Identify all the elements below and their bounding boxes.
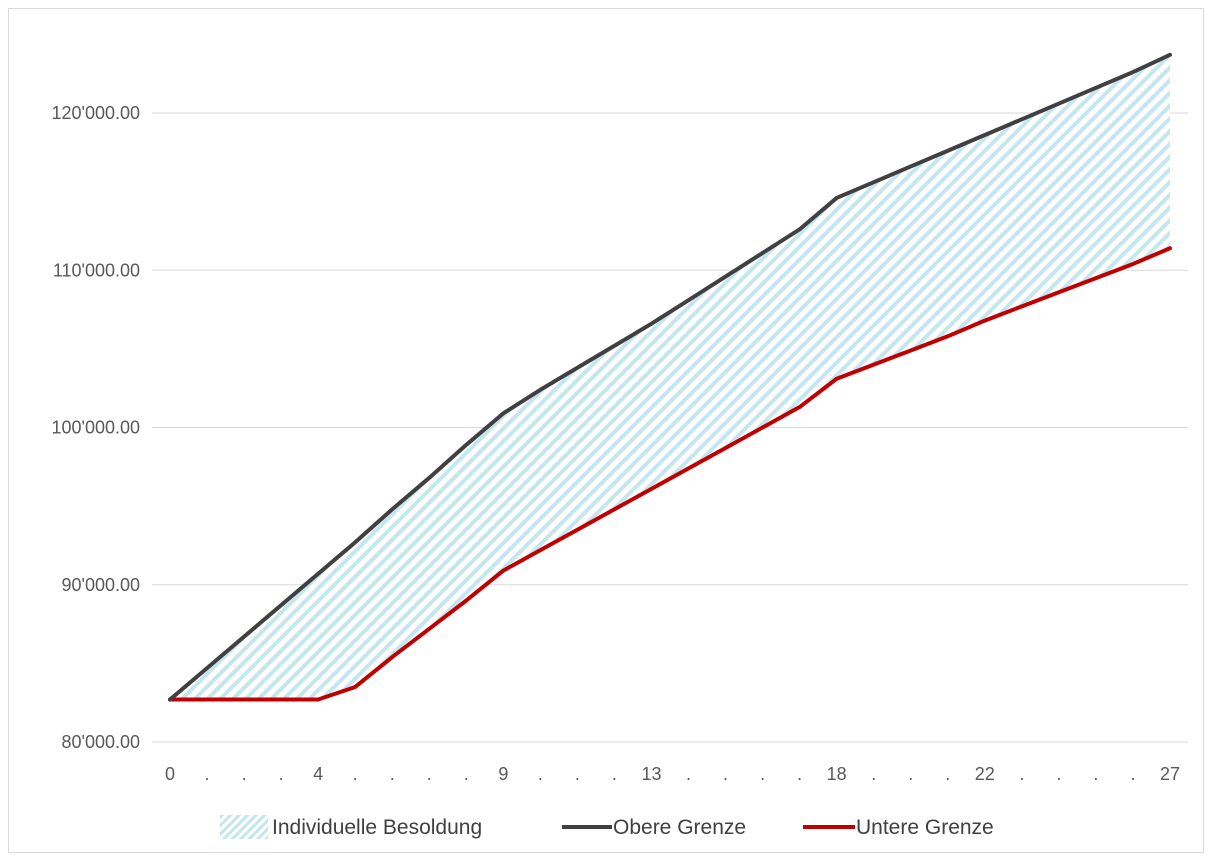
y-tick-label: 90'000.00	[61, 575, 140, 595]
x-tick-label: .	[908, 764, 913, 784]
x-axis: 0... 4.... 9... 13.... 18... 22.... 27	[165, 764, 1180, 784]
x-tick-label: 9	[498, 764, 508, 784]
x-tick-label: .	[538, 764, 543, 784]
y-tick-label: 100'000.00	[51, 418, 140, 438]
x-tick-label: .	[871, 764, 876, 784]
x-tick-label: .	[945, 764, 950, 784]
x-tick-label: .	[390, 764, 395, 784]
y-axis: 80'000.00 90'000.00 100'000.00 110'000.00 12…	[51, 103, 140, 752]
x-tick-label: .	[686, 764, 691, 784]
x-tick-label: 13	[641, 764, 661, 784]
x-tick-label: 22	[975, 764, 995, 784]
x-tick-label: 0	[165, 764, 175, 784]
x-tick-label: 18	[827, 764, 847, 784]
x-tick-label: .	[575, 764, 580, 784]
x-tick-label: .	[760, 764, 765, 784]
legend-label-individuelle-besoldung: Individuelle Besoldung	[272, 816, 482, 839]
x-tick-label: .	[612, 764, 617, 784]
y-tick-label: 120'000.00	[51, 103, 140, 123]
x-tick-label: 4	[313, 764, 323, 784]
series-line-obere-grenze	[168, 52, 1172, 702]
legend-swatch-individuelle-besoldung	[220, 815, 268, 839]
x-tick-label: .	[242, 764, 247, 784]
x-tick-label: .	[427, 764, 432, 784]
y-tick-label: 110'000.00	[53, 260, 140, 280]
band-area-individuelle-besoldung	[170, 54, 1170, 700]
x-tick-label: .	[1093, 764, 1098, 784]
x-tick-label: .	[205, 764, 210, 784]
x-tick-label: .	[1056, 764, 1061, 784]
legend: Individuelle Besoldung Obere Grenze Untere…	[220, 815, 994, 839]
x-tick-label: .	[279, 764, 284, 784]
band-layer	[170, 54, 1170, 700]
x-tick-label: .	[353, 764, 358, 784]
series-lines	[168, 52, 1172, 702]
x-tick-label: 27	[1160, 764, 1180, 784]
legend-label-obere-grenze: Obere Grenze	[613, 816, 746, 839]
x-tick-label: .	[1019, 764, 1024, 784]
x-tick-label: .	[723, 764, 728, 784]
y-tick-label: 80'000.00	[61, 732, 140, 752]
legend-label-untere-grenze: Untere Grenze	[856, 816, 994, 839]
x-tick-label: .	[1130, 764, 1135, 784]
x-tick-label: .	[797, 764, 802, 784]
x-tick-label: .	[464, 764, 469, 784]
series-line-untere-grenze	[168, 246, 1172, 702]
